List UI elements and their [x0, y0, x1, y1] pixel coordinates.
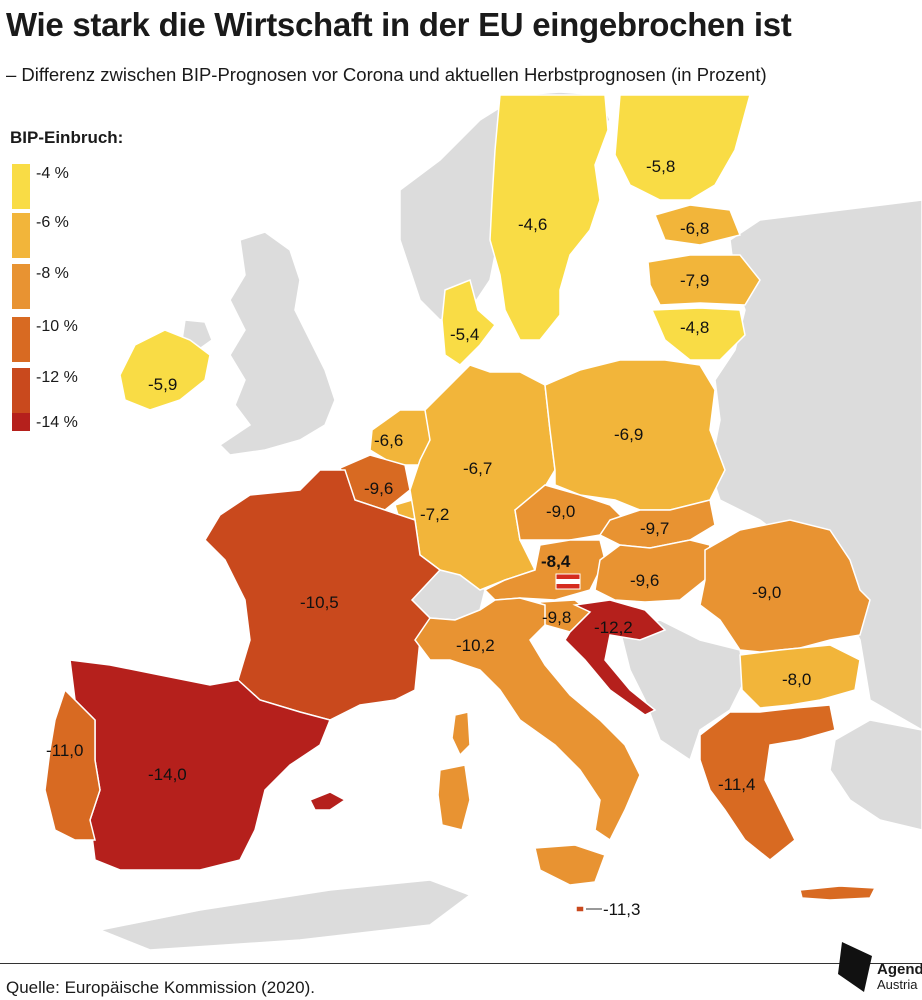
- legend-item-6: -6 %: [12, 213, 102, 258]
- country-denmark: [441, 278, 497, 366]
- label-sweden: -4,6: [518, 215, 547, 234]
- legend-swatch: [12, 164, 30, 209]
- country-corsica: [451, 711, 471, 757]
- label-slovakia: -9,7: [640, 519, 669, 538]
- legend-label: -14 %: [36, 414, 78, 431]
- label-czechia: -9,0: [546, 502, 575, 521]
- austria-flag: [555, 573, 581, 590]
- country-finland: [614, 94, 751, 201]
- legend-swatch: [12, 213, 30, 258]
- page-title: Wie stark die Wirtschaft in der EU einge…: [6, 6, 792, 43]
- legend-item-4: -4 %: [12, 164, 102, 209]
- label-denmark: -5,4: [450, 325, 479, 344]
- country-ireland: [119, 329, 211, 411]
- country-slovakia: [598, 499, 716, 549]
- country-greece: [699, 704, 836, 861]
- label-france: -10,5: [300, 593, 339, 612]
- country-france: [204, 469, 442, 721]
- brand-name: Agenda: [877, 961, 922, 978]
- label-netherlands: -6,6: [374, 431, 403, 450]
- label-poland: -6,9: [614, 425, 643, 444]
- label-germany: -6,7: [463, 459, 492, 478]
- legend-label: -8 %: [36, 265, 69, 282]
- region-north-africa: [97, 879, 472, 951]
- legend-swatch: [12, 413, 30, 431]
- label-spain: -14,0: [148, 765, 187, 784]
- country-estonia: [653, 204, 742, 246]
- label-estonia: -6,8: [680, 219, 709, 238]
- page-subtitle: – Differenz zwischen BIP-Prognosen vor C…: [6, 64, 767, 85]
- legend-label: -4 %: [36, 165, 69, 182]
- legend-label: -6 %: [36, 214, 69, 231]
- label-austria: -8,4: [541, 552, 571, 571]
- country-bulgaria: [739, 644, 861, 709]
- country-sicily: [534, 844, 606, 886]
- region-turkey: [829, 719, 922, 831]
- country-portugal: [44, 688, 101, 841]
- country-sweden: [489, 94, 609, 341]
- region-balkans: [619, 619, 746, 762]
- source-note: Quelle: Europäische Kommission (2020).: [6, 978, 315, 997]
- label-croatia: -12,2: [594, 618, 633, 637]
- legend-item-14: -14 %: [12, 413, 102, 433]
- legend-swatch: [12, 264, 30, 309]
- agenda-austria-logo-icon: [838, 942, 872, 992]
- label-ireland: -5,9: [148, 375, 177, 394]
- label-lithuania: -4,8: [680, 318, 709, 337]
- country-sardinia: [437, 764, 471, 831]
- country-crete: [799, 885, 877, 901]
- legend-item-8: -8 %: [12, 264, 102, 309]
- footer-divider: [0, 963, 922, 964]
- legend-label: -12 %: [36, 369, 78, 386]
- country-balearic: [308, 791, 347, 811]
- country-croatia: [564, 599, 667, 716]
- label-greece: -11,4: [718, 775, 756, 794]
- region-uk: [218, 231, 336, 456]
- label-hungary: -9,6: [630, 571, 659, 590]
- label-romania: -9,0: [752, 583, 781, 602]
- label-italy: -10,2: [456, 636, 495, 655]
- country-romania: [699, 519, 871, 653]
- legend-item-12: -12 %: [12, 368, 102, 413]
- europe-map: -5,8 -4,6 -6,8 -7,9 -4,8 -5,4 -5,9 -6,6 …: [44, 91, 922, 951]
- country-malta: [575, 905, 585, 913]
- country-lithuania: [650, 307, 746, 361]
- legend-item-10: -10 %: [12, 317, 102, 362]
- label-portugal: -11,0: [46, 741, 84, 760]
- label-belgium: -9,6: [364, 479, 393, 498]
- label-luxembourg: -7,2: [420, 505, 449, 524]
- label-bulgaria: -8,0: [782, 670, 811, 689]
- label-slovenia: -9,8: [542, 608, 571, 627]
- country-italy: [414, 597, 641, 842]
- label-latvia: -7,9: [680, 271, 709, 290]
- legend-label: -10 %: [36, 318, 78, 335]
- legend-swatch: [12, 368, 30, 413]
- legend-swatch: [12, 317, 30, 362]
- country-latvia: [647, 254, 761, 306]
- label-finland: -5,8: [646, 157, 675, 176]
- label-malta: -11,3: [603, 900, 641, 919]
- brand-sub: Austria: [877, 977, 918, 992]
- legend-title: BIP-Einbruch:: [10, 128, 124, 147]
